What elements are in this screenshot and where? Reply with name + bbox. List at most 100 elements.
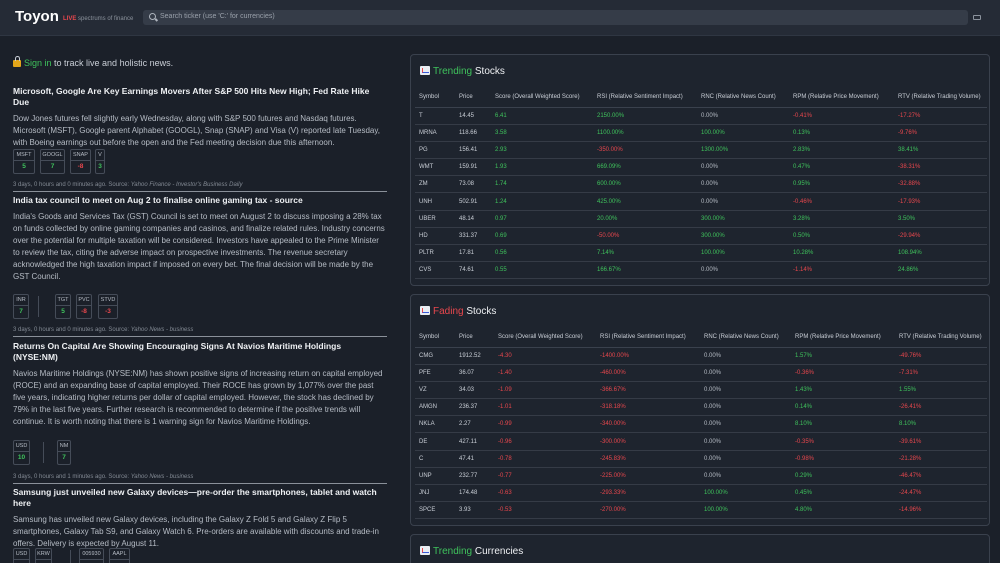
- table-row[interactable]: NKLA 2.27 -0.99 -340.00% 0.00% 8.10% 8.10%: [415, 415, 987, 434]
- column-header[interactable]: RNC (Relative News Count): [700, 327, 791, 348]
- table-cell: 3.58: [491, 124, 593, 142]
- ticker-symbol[interactable]: VZ: [415, 381, 455, 400]
- table-cell: -300.00%: [596, 432, 700, 451]
- table-cell: -26.41%: [895, 398, 987, 417]
- ticker-symbol[interactable]: HD: [415, 227, 455, 246]
- news-article: Microsoft, Google Are Key Earnings Mover…: [13, 86, 387, 149]
- ticker-symbol[interactable]: UBER: [415, 210, 455, 228]
- ticker-symbol[interactable]: MRNA: [415, 124, 455, 142]
- keyboard-icon[interactable]: [973, 15, 981, 20]
- column-header[interactable]: Price: [455, 87, 491, 108]
- search-input[interactable]: Search ticker (use 'C:' for currencies): [143, 10, 968, 25]
- article-body: India's Goods and Services Tax (GST) Cou…: [13, 212, 385, 281]
- table-row[interactable]: ZM 73.08 1.74 600.00% 0.00% 0.95% -32.88%: [415, 175, 987, 194]
- trending-stocks-panel: Trending Stocks Symbol Price Score (Over…: [410, 54, 990, 286]
- ticker-symbol[interactable]: UNP: [415, 467, 455, 486]
- column-header[interactable]: RPM (Relative Price Movement): [791, 327, 895, 348]
- ticker-symbol[interactable]: CMG: [415, 347, 455, 365]
- table-row[interactable]: PLTR 17.81 0.56 7.14% 100.00% 10.28% 108.94%: [415, 244, 987, 263]
- ticker-chip[interactable]: MSFT 5: [13, 149, 35, 174]
- ticker-symbol[interactable]: AMGN: [415, 398, 455, 417]
- signin-link[interactable]: Sign in: [24, 58, 52, 68]
- table-cell: 38.41%: [894, 141, 987, 160]
- table-row[interactable]: UNH 502.91 1.24 425.00% 0.00% -0.46% -17.93%: [415, 192, 987, 211]
- ticker-symbol[interactable]: WMT: [415, 158, 455, 177]
- ticker-symbol[interactable]: T: [415, 107, 455, 125]
- table-cell: 1.93: [491, 158, 593, 177]
- ticker-symbol[interactable]: SPCE: [415, 501, 455, 520]
- column-header[interactable]: RSI (Relative Sentiment Impact): [596, 327, 700, 348]
- table-row[interactable]: DE 427.11 -0.96 -300.00% 0.00% -0.35% -39.61%: [415, 432, 987, 451]
- article-body: Samsung has unveiled new Galaxy devices,…: [13, 515, 379, 548]
- chip-symbol: SNAP: [71, 150, 90, 161]
- ticker-chip[interactable]: TGT 5: [55, 294, 71, 319]
- column-header[interactable]: Price: [455, 327, 494, 348]
- article-title[interactable]: India tax council to meet on Aug 2 to fi…: [13, 195, 303, 205]
- column-header[interactable]: Symbol: [415, 87, 455, 108]
- ticker-symbol[interactable]: ZM: [415, 175, 455, 194]
- ticker-chip[interactable]: KRW: [35, 548, 52, 563]
- ticker-chip[interactable]: GOOGL 7: [40, 149, 65, 174]
- table-row[interactable]: PFE 36.07 -1.40 -460.00% 0.00% -0.36% -7.31%: [415, 364, 987, 382]
- column-header[interactable]: RSI (Relative Sentiment Impact): [593, 87, 697, 108]
- table-row[interactable]: AMGN 236.37 -1.01 -318.18% 0.00% 0.14% -26.41%: [415, 398, 987, 417]
- article-title[interactable]: Samsung just unveiled new Galaxy devices…: [13, 487, 377, 508]
- ticker-symbol[interactable]: PFE: [415, 364, 455, 382]
- ticker-symbol[interactable]: CVS: [415, 261, 455, 280]
- article-title[interactable]: Microsoft, Google Are Key Earnings Mover…: [13, 86, 370, 107]
- column-header[interactable]: Symbol: [415, 327, 455, 348]
- table-row[interactable]: UBER 48.14 0.97 20.00% 300.00% 3.28% 3.50%: [415, 210, 987, 228]
- ticker-chip[interactable]: SNAP -8: [70, 149, 91, 174]
- ticker-chip[interactable]: USD 10: [13, 440, 30, 465]
- column-header[interactable]: RPM (Relative Price Movement): [789, 87, 894, 108]
- panel-title: Trending Currencies: [420, 545, 523, 557]
- table-cell: -17.27%: [894, 107, 987, 125]
- ticker-chip[interactable]: NM 7: [57, 440, 71, 465]
- table-row[interactable]: CMG 1912.52 -4.30 -1400.00% 0.00% 1.57% -49.76…: [415, 347, 987, 365]
- article-title[interactable]: Returns On Capital Are Showing Encouragi…: [13, 341, 342, 362]
- ticker-chip[interactable]: 005930: [79, 548, 104, 563]
- article-source[interactable]: Yahoo Finance - Investor's Business Dail…: [130, 182, 243, 188]
- table-row[interactable]: HD 331.37 0.69 -50.00% 300.00% 0.50% -29.94%: [415, 227, 987, 246]
- table-cell: 1.43%: [791, 381, 895, 400]
- table-row[interactable]: MRNA 118.66 3.58 1100.00% 100.00% 0.13% -9.76%: [415, 124, 987, 142]
- table-row[interactable]: C 47.41 -0.78 -245.83% 0.00% -0.98% -21.28%: [415, 450, 987, 468]
- ticker-chip[interactable]: PVC -8: [76, 294, 92, 319]
- ticker-chip[interactable]: USD: [13, 548, 30, 563]
- column-header[interactable]: RTV (Relative Trading Volume): [894, 87, 987, 108]
- table-row[interactable]: WMT 159.91 1.93 669.09% 0.00% 0.47% -38.31%: [415, 158, 987, 177]
- table-row[interactable]: JNJ 174.48 -0.63 -293.33% 100.00% 0.45% -24.47…: [415, 484, 987, 503]
- table-cell: 1.74: [491, 175, 593, 194]
- ticker-symbol[interactable]: C: [415, 450, 455, 468]
- article-source[interactable]: Yahoo News - business: [130, 474, 194, 480]
- table-cell: 0.69: [491, 227, 593, 246]
- table-row[interactable]: CVS 74.61 0.55 166.67% 0.00% -1.14% 24.86%: [415, 261, 987, 280]
- ticker-symbol[interactable]: PLTR: [415, 244, 455, 263]
- table-cell: 0.00%: [700, 398, 791, 417]
- ticker-symbol[interactable]: JNJ: [415, 484, 455, 503]
- ticker-symbol[interactable]: DE: [415, 432, 455, 451]
- article-source[interactable]: Yahoo News - business: [130, 327, 194, 333]
- column-header[interactable]: Score (Overall Weighted Score): [494, 327, 596, 348]
- panel-title-text: Currencies: [472, 546, 524, 557]
- table-cell: 73.08: [455, 175, 491, 194]
- ticker-chip[interactable]: INR 7: [13, 294, 29, 319]
- ticker-chip[interactable]: STVD -3: [98, 294, 118, 319]
- ticker-symbol[interactable]: NKLA: [415, 415, 455, 434]
- ticker-symbol[interactable]: UNH: [415, 192, 455, 211]
- chip-value: 3: [98, 163, 102, 170]
- ticker-chip[interactable]: AAPL: [109, 548, 130, 563]
- table-row[interactable]: VZ 34.03 -1.09 -366.67% 0.00% 1.43% 1.55%: [415, 381, 987, 400]
- ticker-symbol[interactable]: PG: [415, 141, 455, 160]
- table-row[interactable]: T 14.45 6.41 2150.00% 0.00% -0.41% -17.27%: [415, 107, 987, 125]
- column-header[interactable]: Score (Overall Weighted Score): [491, 87, 593, 108]
- table-row[interactable]: PG 156.41 2.93 -350.00% 1300.00% 2.83% 38.41%: [415, 141, 987, 160]
- table-cell: 1.57%: [791, 347, 895, 365]
- table-row[interactable]: SPCE 3.93 -0.53 -270.00% 100.00% 4.80% -14.96%: [415, 501, 987, 520]
- app-logo[interactable]: Toyon: [15, 8, 59, 25]
- table-row[interactable]: UNP 232.77 -0.77 -225.00% 0.00% 0.29% -46.47%: [415, 467, 987, 486]
- column-header[interactable]: RTV (Relative Trading Volume): [895, 327, 987, 348]
- chip-value: 7: [62, 454, 66, 461]
- column-header[interactable]: RNC (Relative News Count): [697, 87, 789, 108]
